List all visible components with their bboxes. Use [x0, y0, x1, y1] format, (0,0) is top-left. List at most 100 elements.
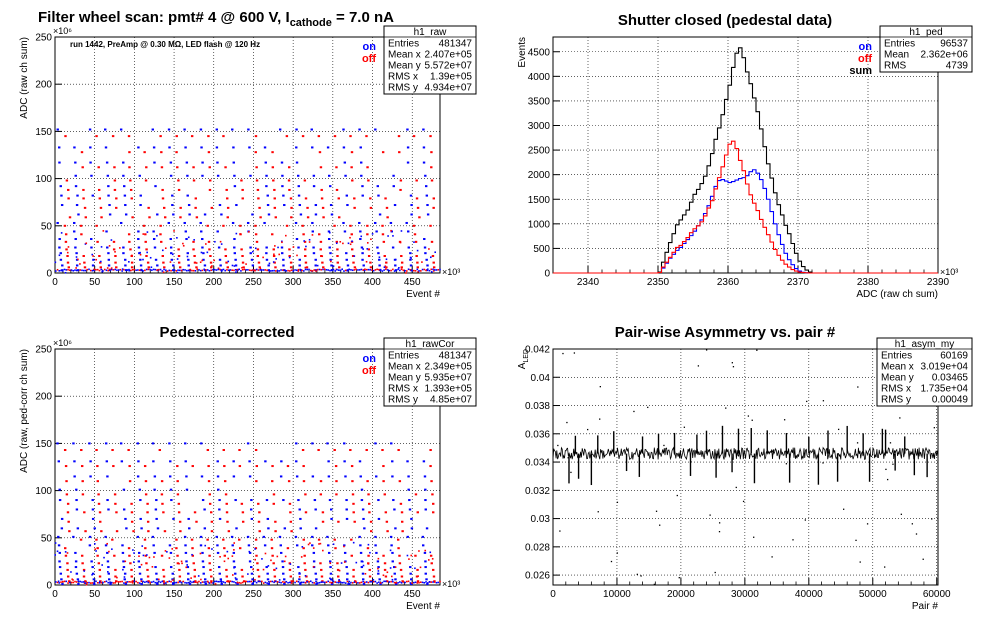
raw-point-low: [252, 250, 254, 253]
raw-point-low: [95, 258, 97, 261]
rawcor-point-off: [160, 493, 164, 496]
raw-point-on: [123, 194, 127, 197]
raw-point-on: [119, 221, 123, 224]
asym-ytick-label: 0.028: [525, 542, 550, 553]
raw-point-low: [339, 240, 342, 243]
raw-point-low: [378, 256, 381, 259]
ped-xtick-label: 2390: [927, 277, 950, 288]
rawcor-point-base: [381, 581, 384, 584]
raw-point-low: [106, 267, 109, 269]
raw-point-low: [366, 242, 369, 244]
raw-point-on: [406, 128, 409, 131]
raw-point-low: [330, 260, 332, 263]
raw-point-base: [222, 268, 225, 271]
raw-point-on: [156, 269, 160, 272]
raw-point-on: [265, 246, 268, 249]
rawcor-point-off: [131, 580, 135, 583]
rawcor-point-off: [146, 520, 150, 523]
rawcor-point-base: [255, 581, 258, 584]
raw-point-base: [74, 269, 76, 271]
raw-point-off: [127, 233, 131, 236]
ped-ytick-label: 4000: [528, 72, 551, 83]
raw-point-low: [297, 270, 300, 272]
raw-point-low: [433, 270, 435, 272]
rawcor-point-low: [85, 583, 88, 586]
rawcor-point-on: [424, 566, 427, 569]
rawcor-point-on: [93, 583, 96, 586]
raw-point-off: [258, 206, 261, 209]
asym-outlier-point: [647, 406, 649, 409]
raw-point-on: [283, 204, 286, 207]
raw-point-base: [144, 269, 146, 272]
rawcor-point-base: [110, 581, 113, 584]
raw-point-off: [254, 135, 258, 138]
raw-point-low: [308, 238, 311, 241]
rawcor-point-off: [160, 480, 164, 483]
raw-point-low: [362, 248, 364, 250]
raw-point-base: [89, 269, 92, 272]
rawcor-point-off: [273, 575, 277, 578]
raw-point-off: [210, 206, 214, 209]
rawcor-point-low: [211, 548, 213, 550]
rawcor-point-on: [423, 475, 427, 478]
rawcor-stats-value: 5.935e+07: [424, 373, 472, 384]
raw-point-on: [169, 246, 173, 249]
rawcor-point-low: [123, 576, 126, 578]
rawcor-point-off: [255, 554, 258, 557]
raw-point-base: [103, 268, 106, 271]
raw-point-on: [363, 269, 366, 272]
raw-point-off: [226, 197, 229, 200]
rawcor-point-base: [219, 580, 221, 583]
rawcor-point-off: [127, 449, 130, 452]
ped-stats-value: 96537: [940, 39, 968, 50]
rawcor-point-on: [139, 517, 142, 520]
raw-point-on: [122, 161, 125, 164]
raw-point-base: [142, 270, 144, 272]
raw-point-off: [273, 206, 277, 209]
raw-point-off: [241, 255, 244, 258]
rawcor-point-off: [365, 449, 368, 452]
raw-point-base: [245, 269, 247, 271]
rawcor-point-low: [180, 560, 183, 563]
raw-point-on: [170, 258, 174, 261]
raw-point-off: [337, 197, 340, 200]
rawcor-point-low: [389, 549, 392, 552]
raw-point-on: [376, 185, 379, 188]
rawcor-point-base: [369, 580, 371, 583]
raw-point-off: [274, 216, 277, 219]
rawcor-point-off: [128, 480, 132, 483]
raw-point-on: [251, 264, 255, 267]
raw-point-low: [399, 241, 402, 244]
asym-stats-value: 3.019e+04: [920, 362, 968, 373]
rawcor-point-off: [65, 493, 69, 496]
raw-point-low: [241, 266, 243, 269]
raw-point-low: [235, 232, 238, 235]
raw-point-off: [177, 255, 181, 258]
asym-outlier-point: [616, 552, 618, 554]
raw-point-on: [124, 213, 128, 216]
raw-ytick-label: 200: [35, 80, 52, 91]
rawcor-point-on: [313, 499, 317, 502]
asym-frame: [552, 348, 939, 586]
rawcor-point-on: [267, 527, 270, 530]
rawcor-point-base: [180, 581, 183, 584]
raw-point-on: [407, 246, 410, 249]
rawcor-point-on: [105, 460, 109, 463]
raw-point-low: [219, 240, 222, 243]
asym-outlier-point: [806, 400, 808, 403]
raw-point-on: [218, 258, 222, 261]
rawcor-point-off: [304, 568, 307, 571]
raw-point-on: [89, 161, 92, 164]
raw-point-off: [64, 240, 68, 243]
rawcor-point-on: [169, 475, 172, 478]
rawcor-point-low: [166, 551, 168, 553]
raw-point-on: [362, 264, 365, 267]
rawcor-point-off: [190, 538, 194, 541]
rawcor-point-base: [212, 582, 214, 584]
rawcor-point-base: [74, 580, 76, 583]
rawcor-xtick-label: 0: [52, 589, 58, 600]
rawcor-point-low: [369, 551, 371, 554]
raw-point-base: [367, 268, 370, 271]
raw-point-base: [362, 269, 364, 271]
raw-point-on: [312, 174, 316, 177]
